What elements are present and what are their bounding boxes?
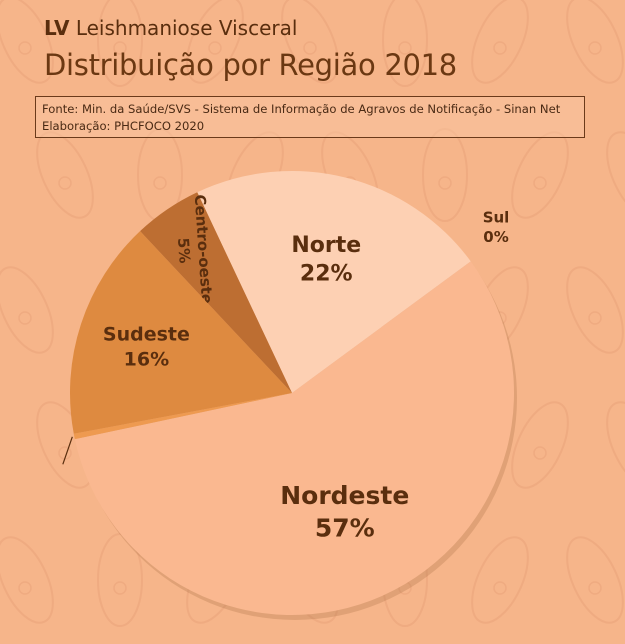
pattern-shape [566,536,624,624]
pattern-shape [303,41,317,55]
chart-subtitle: Distribuição por Região 2018 [44,48,457,82]
pattern-shape [18,41,32,55]
slice-name-label: Nordeste [280,481,409,510]
slice-percent-label: 16% [124,348,169,370]
source-line: Fonte: Min. da Saúde/SVS - Sistema de In… [42,102,561,116]
slice-percent-label: 57% [315,514,375,543]
pattern-shape [0,266,54,354]
disease-name: Leishmaniose Visceral [75,16,298,40]
slice-label-group: Norte 22% [291,233,361,287]
pattern-shape [566,266,624,354]
pattern-shape [18,581,32,595]
pattern-shape [493,41,507,55]
pattern-shape [511,401,569,489]
pattern-shape [438,176,452,190]
pattern-shape [606,401,625,489]
slice-label-group: Sul 0% [483,208,510,246]
pattern-shape [588,581,602,595]
pattern-shape [0,0,54,84]
pattern-shape [422,128,468,222]
pattern-shape [588,311,602,325]
pattern-shape [186,0,244,84]
pattern-shape [533,176,547,190]
pattern-shape [97,0,143,87]
pattern-shape [493,581,507,595]
pattern-shape [36,131,94,219]
slice-percent-label: 22% [300,261,353,286]
slice-label-group: Nordeste 57% [280,481,409,542]
credit-line: Elaboração: PHCFOCO 2020 [42,119,205,133]
slice-name-label: Sul [483,208,510,226]
pattern-shape [382,0,428,87]
pattern-shape [97,533,143,627]
pattern-shape [533,446,547,460]
disease-abbreviation: LV [44,16,70,40]
pattern-shape [566,0,624,84]
slice-name-label: Sudeste [103,324,190,346]
pattern-shape [153,176,167,190]
pattern-shape [58,176,72,190]
slice-percent-label: 5% [174,237,194,264]
slice-name-label: Norte [291,233,361,258]
pattern-shape [471,536,529,624]
pie-slice-norte [197,170,471,393]
pie-slice-centro-oeste [140,192,292,393]
pattern-shape [208,41,222,55]
pattern-shape [281,0,339,84]
pattern-shape [606,131,625,219]
pattern-shape [588,41,602,55]
pattern-shape [511,131,569,219]
pie-slice-nordeste [74,261,515,615]
pattern-shape [398,41,412,55]
sul-leader-line [62,436,73,465]
slice-percent-label: 0% [483,228,508,246]
pattern-shape [113,581,127,595]
pattern-shape [113,41,127,55]
source-box: Fonte: Min. da Saúde/SVS - Sistema de In… [35,96,585,138]
pattern-shape [18,311,32,325]
pattern-shape [471,0,529,84]
pattern-shape [0,536,54,624]
pie-slice-sudeste [70,231,292,434]
pie-slice-sul [73,393,292,440]
chart-title-disease: LV Leishmaniose Visceral [44,16,297,40]
